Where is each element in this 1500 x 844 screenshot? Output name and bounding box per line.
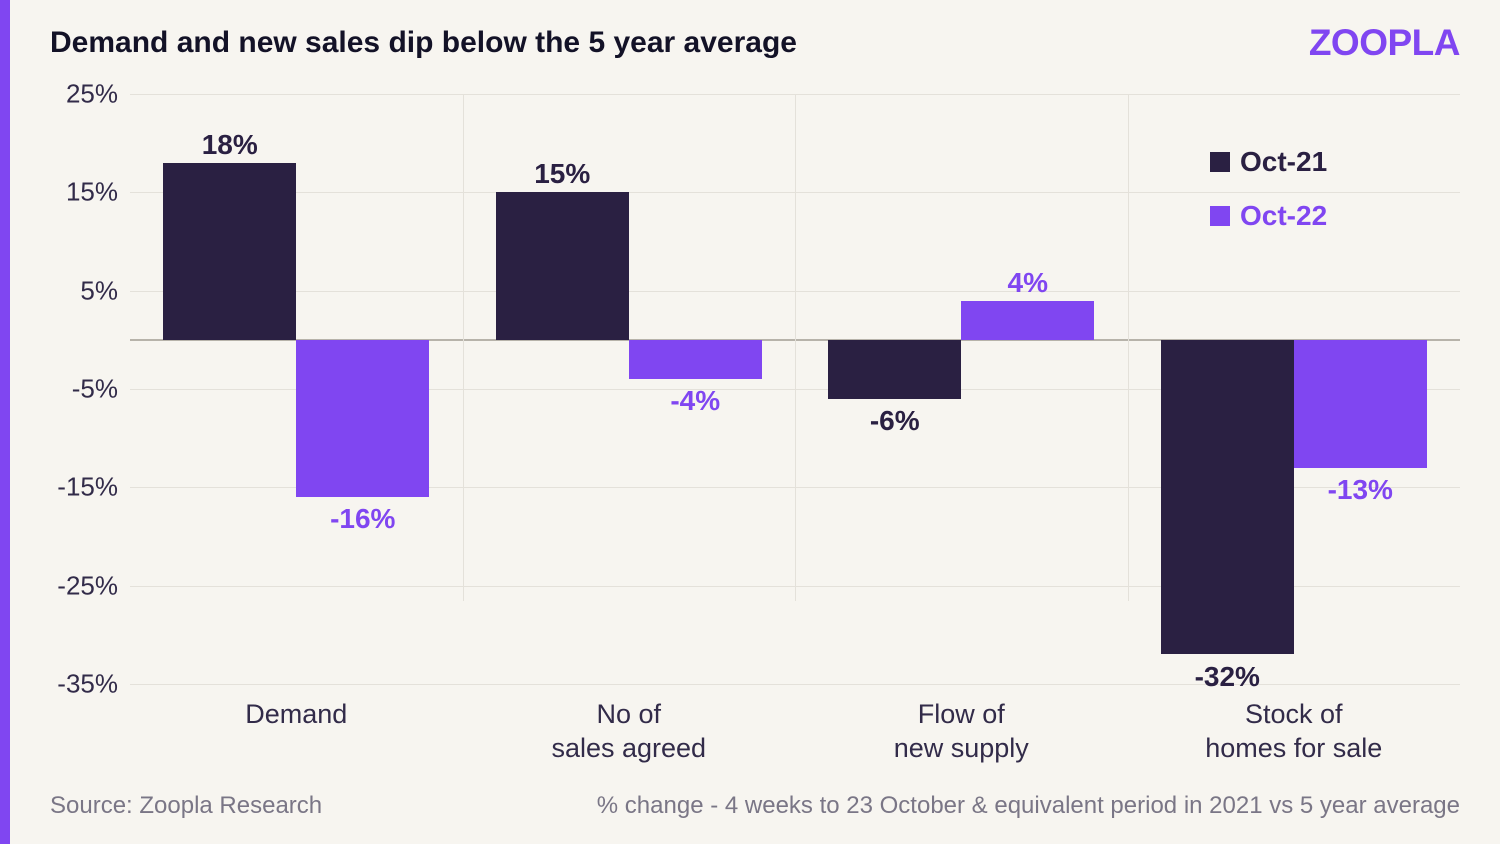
x-category-label: Demand: [245, 698, 347, 732]
bar-value-label: -6%: [870, 405, 920, 437]
bar-sales-oct21: [496, 192, 629, 340]
bar-supply-oct21: [828, 340, 961, 399]
plot-area: -35%-25%-15%-5%5%15%25%18%-16%15%-4%-6%4…: [130, 94, 1460, 684]
category-separator: [1128, 94, 1129, 601]
legend-label: Oct-21: [1240, 146, 1327, 178]
bar-stock-oct22: [1294, 340, 1427, 468]
chart-title: Demand and new sales dip below the 5 yea…: [50, 26, 797, 60]
legend-item-oct21: Oct-21: [1210, 146, 1327, 178]
y-tick-label: -5%: [30, 374, 118, 405]
y-gridline: [130, 684, 1460, 685]
y-tick-label: -15%: [30, 472, 118, 503]
legend-label: Oct-22: [1240, 200, 1327, 232]
footer-source: Source: Zoopla Research: [50, 792, 322, 820]
bar-sales-oct22: [629, 340, 762, 379]
zoopla-logo: ZOOPLA: [1309, 22, 1460, 64]
bar-value-label: -4%: [670, 385, 720, 417]
category-separator: [463, 94, 464, 601]
x-category-label: No of sales agreed: [551, 698, 706, 766]
bar-value-label: 18%: [202, 129, 258, 161]
bar-demand-oct21: [163, 163, 296, 340]
bar-supply-oct22: [961, 301, 1094, 340]
bar-value-label: -16%: [330, 503, 395, 535]
bar-demand-oct22: [296, 340, 429, 497]
bar-value-label: 4%: [1008, 267, 1048, 299]
footer-caption: % change - 4 weeks to 23 October & equiv…: [597, 792, 1460, 820]
category-separator: [795, 94, 796, 601]
legend-swatch: [1210, 206, 1230, 226]
y-tick-label: 5%: [30, 275, 118, 306]
y-tick-label: -35%: [30, 669, 118, 700]
legend-item-oct22: Oct-22: [1210, 200, 1327, 232]
bar-value-label: -13%: [1328, 474, 1393, 506]
y-tick-label: 25%: [30, 79, 118, 110]
bar-value-label: 15%: [534, 158, 590, 190]
y-tick-label: -25%: [30, 570, 118, 601]
legend-swatch: [1210, 152, 1230, 172]
x-category-label: Stock of homes for sale: [1205, 698, 1382, 766]
x-category-label: Flow of new supply: [894, 698, 1029, 766]
bar-stock-oct21: [1161, 340, 1294, 655]
bar-value-label: -32%: [1195, 661, 1260, 693]
canvas: Demand and new sales dip below the 5 yea…: [10, 0, 1500, 844]
accent-bar: [0, 0, 10, 844]
bar-chart: -35%-25%-15%-5%5%15%25%18%-16%15%-4%-6%4…: [130, 94, 1460, 684]
y-tick-label: 15%: [30, 177, 118, 208]
